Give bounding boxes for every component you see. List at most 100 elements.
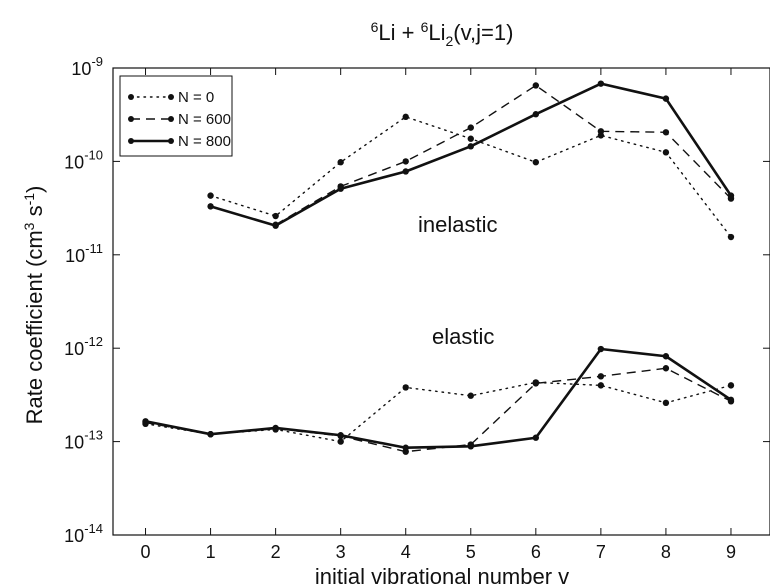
y-tick-exponent-1: -13 — [84, 428, 103, 443]
x-axis-title: initial vibrational number v — [315, 564, 569, 587]
y-tick-exponent-0: -14 — [84, 521, 103, 536]
series-elastic-dotted — [142, 379, 735, 445]
data-point-5-8 — [662, 353, 670, 360]
series-line-1 — [275, 84, 732, 226]
annotation-elastic: elastic — [432, 324, 494, 349]
data-point-5-5 — [467, 443, 474, 450]
series-line-5 — [145, 347, 732, 450]
legend-marker-left-0 — [128, 94, 134, 100]
legend-label-2: N = 800 — [178, 133, 231, 150]
data-point-2-8 — [727, 192, 735, 199]
data-point-2-0 — [207, 203, 214, 210]
y-tick-mantissa-3: 10 — [65, 246, 85, 266]
y-tick-label-4: 10-10 — [64, 147, 103, 172]
data-point-5-3 — [337, 432, 344, 439]
legend-marker-left-2 — [128, 138, 134, 144]
data-point-0-4 — [467, 135, 474, 142]
y-tick-mantissa-2: 10 — [64, 339, 84, 359]
series-elastic-dashed — [142, 365, 735, 455]
title-sup-2: 6 — [421, 19, 429, 35]
legend: N = 0 N = 600 N = 800 — [119, 75, 233, 157]
series-inelastic-dotted — [207, 113, 735, 241]
data-point-5-6 — [532, 434, 540, 441]
x-tick-label-5: 5 — [466, 542, 476, 562]
ylabel-sup-2: -1 — [21, 193, 37, 206]
data-point-5-9 — [727, 396, 735, 404]
data-point-2-6 — [597, 80, 605, 87]
y-tick-exponent-2: -12 — [84, 334, 103, 349]
data-point-5-4 — [402, 444, 409, 451]
y-tick-exponent-3: -11 — [85, 241, 103, 256]
y-tick-mantissa-5: 10 — [71, 59, 91, 79]
y-tick-label-5: 10-9 — [71, 54, 103, 79]
x-tick-label-6: 6 — [531, 542, 541, 562]
data-point-2-1 — [272, 222, 279, 229]
series-layer — [142, 80, 735, 455]
legend-label-0: N = 0 — [178, 89, 214, 106]
plot-frame — [112, 67, 770, 536]
data-point-3-4 — [402, 384, 409, 391]
ylabel-sup-1: 3 — [21, 222, 37, 230]
data-point-5-2 — [272, 424, 279, 432]
title-part-c: (v,j=1) — [453, 20, 513, 45]
data-point-3-7 — [597, 382, 605, 389]
ylabel-part-a: Rate coefficient (cm — [22, 230, 47, 424]
legend-box — [119, 75, 233, 157]
data-point-1-5 — [597, 128, 605, 135]
data-point-1-4 — [532, 82, 540, 89]
series-inelastic-solid — [207, 80, 735, 229]
data-point-1-6 — [662, 129, 670, 136]
y-tick-label-1: 10-13 — [64, 428, 103, 453]
data-point-5-0 — [142, 418, 149, 425]
series-elastic-solid — [142, 345, 735, 451]
title-sub: 2 — [446, 33, 454, 49]
x-tick-label-1: 1 — [206, 542, 216, 562]
data-point-0-1 — [272, 212, 279, 220]
y-tick-exponent-4: -10 — [84, 147, 103, 162]
data-point-4-7 — [597, 373, 605, 380]
y-tick-mantissa-4: 10 — [64, 152, 84, 172]
annotation-inelastic: inelastic — [418, 212, 497, 237]
data-point-2-3 — [402, 168, 409, 175]
data-point-3-8 — [662, 399, 670, 407]
title-part-a: Li + — [378, 20, 420, 45]
data-point-3-5 — [467, 392, 474, 399]
data-point-1-3 — [467, 124, 474, 131]
data-point-3-3 — [337, 438, 344, 445]
x-tick-label-2: 2 — [271, 542, 281, 562]
data-point-2-7 — [662, 95, 670, 102]
legend-label-1: N = 600 — [178, 111, 231, 128]
data-point-0-8 — [727, 233, 735, 241]
y-tick-label-2: 10-12 — [64, 334, 103, 359]
data-point-4-8 — [662, 365, 670, 372]
x-tick-label-9: 9 — [726, 542, 736, 562]
legend-marker-right-2 — [168, 138, 174, 144]
x-tick-label-0: 0 — [141, 542, 151, 562]
data-point-5-7 — [597, 345, 605, 353]
x-tick-label-7: 7 — [596, 542, 606, 562]
data-point-1-2 — [402, 158, 409, 165]
chart-title: 6Li + 6Li2(v,j=1) — [371, 19, 514, 49]
x-tick-label-8: 8 — [661, 542, 671, 562]
y-tick-mantissa-1: 10 — [64, 433, 84, 453]
ylabel-part-b: s — [22, 205, 47, 222]
data-point-0-2 — [337, 159, 344, 166]
series-line-4 — [145, 367, 732, 453]
x-tick-label-4: 4 — [401, 542, 411, 562]
legend-marker-right-0 — [168, 94, 174, 100]
legend-marker-left-1 — [128, 116, 134, 122]
data-point-0-5 — [532, 159, 540, 166]
data-point-5-1 — [207, 431, 214, 438]
legend-items: N = 0 N = 600 N = 800 — [128, 89, 231, 150]
data-point-0-7 — [662, 149, 670, 156]
legend-marker-right-1 — [168, 116, 174, 122]
y-tick-exponent-5: -9 — [91, 54, 103, 69]
x-tick-label-3: 3 — [336, 542, 346, 562]
y-tick-label-3: 10-11 — [65, 241, 103, 266]
ylabel-part-c: ) — [22, 186, 47, 193]
y-tick-label-0: 10-14 — [64, 521, 103, 546]
title-sup-1: 6 — [371, 19, 379, 35]
y-axis-title: Rate coefficient (cm3 s-1) — [21, 186, 47, 425]
